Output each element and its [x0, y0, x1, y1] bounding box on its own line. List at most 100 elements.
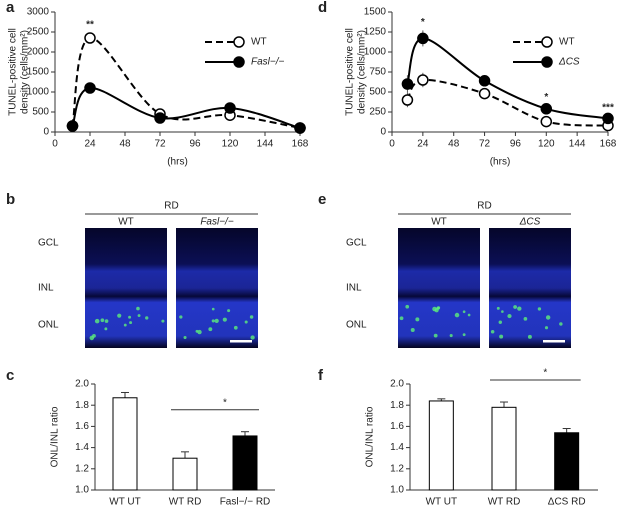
tunel-cell	[136, 306, 140, 311]
tunel-cell	[559, 322, 563, 326]
x-tick-label: 24	[84, 139, 96, 150]
series-line	[71, 37, 301, 129]
x-tick-label: WT RD	[169, 497, 202, 505]
tunel-cell	[197, 329, 202, 335]
data-point	[478, 75, 491, 87]
micrograph	[85, 228, 167, 348]
data-point	[294, 122, 306, 134]
y-axis-label: ONL/INL ratio	[365, 406, 376, 467]
tunel-cell	[94, 318, 100, 324]
y-tick-label: 3000	[27, 7, 50, 18]
tunel-cell	[214, 318, 219, 324]
significance-label: *	[223, 397, 227, 408]
tunel-cell	[137, 314, 141, 318]
tunel-cell	[537, 307, 542, 311]
x-axis-label: (hrs)	[490, 157, 511, 168]
tunel-cell	[222, 317, 227, 322]
data-point	[154, 112, 166, 124]
tunel-cell	[161, 319, 165, 323]
y-tick-label: 1.8	[390, 400, 404, 411]
y-tick-label: 1.8	[75, 400, 89, 411]
y-tick-label: 1.4	[390, 442, 404, 453]
tunel-cell	[104, 327, 108, 331]
tunel-cell	[128, 315, 132, 319]
y-tick-label: 1.6	[390, 421, 404, 432]
y-tick-label: 0	[380, 127, 386, 138]
x-tick-label: 144	[257, 139, 274, 150]
tunel-cell	[244, 320, 248, 324]
data-point	[84, 82, 96, 94]
x-tick-label: 48	[119, 139, 131, 150]
tunel-cell	[250, 335, 255, 340]
x-tick-label: 48	[448, 139, 460, 150]
tunel-cell	[227, 309, 231, 313]
panel-label: b	[6, 191, 15, 208]
y-tick-label: 750	[369, 67, 386, 78]
row-label: INL	[38, 283, 54, 294]
scale-bar	[543, 340, 565, 343]
tunel-cell	[117, 313, 122, 318]
tunel-cell	[179, 315, 183, 319]
panel-label: f	[318, 367, 324, 384]
y-axis-label: density (cells/mm²)	[20, 30, 31, 114]
y-tick-label: 1.0	[75, 485, 89, 496]
row-label: INL	[346, 283, 362, 294]
tunel-cell	[544, 326, 549, 330]
data-point	[478, 87, 491, 100]
legend-marker	[541, 36, 553, 48]
y-tick-label: 1.6	[75, 421, 89, 432]
data-point	[401, 94, 414, 106]
y-tick-label: 1.2	[75, 463, 89, 474]
column-label: WT	[118, 217, 134, 228]
x-tick-label: 96	[510, 139, 522, 150]
data-point	[66, 120, 79, 132]
data-point	[401, 78, 414, 90]
bar	[554, 432, 580, 491]
legend-label: WT	[559, 37, 575, 48]
significance-label: ***	[602, 103, 614, 114]
data-point	[540, 115, 553, 128]
group-label: RD	[164, 201, 178, 212]
bar	[172, 457, 198, 491]
tunel-cell	[523, 316, 528, 321]
x-tick-label: 72	[154, 139, 166, 150]
tunel-cell	[249, 315, 254, 319]
micrograph	[489, 228, 571, 348]
series-line	[406, 37, 609, 120]
significance-label: *	[421, 17, 425, 28]
tunel-cell	[211, 319, 215, 323]
y-tick-label: 2.0	[75, 379, 89, 390]
tunel-cell	[208, 327, 213, 332]
x-tick-label: 168	[600, 139, 617, 150]
tunel-cell	[454, 312, 460, 318]
x-tick-label: 0	[389, 139, 395, 150]
data-point	[224, 102, 236, 114]
tunel-cell	[545, 315, 551, 320]
tunel-cell	[490, 329, 495, 334]
x-tick-label: 96	[189, 139, 201, 150]
scale-bar	[230, 340, 252, 343]
significance-label: **	[86, 19, 94, 30]
tunel-cell	[501, 310, 504, 313]
x-tick-label: 120	[222, 139, 239, 150]
x-tick-label: WT UT	[109, 497, 140, 505]
group-label: RD	[477, 201, 491, 212]
legend-marker	[541, 56, 553, 68]
data-point	[602, 112, 614, 125]
tunel-cell	[433, 333, 438, 338]
tunel-cell	[415, 317, 420, 322]
tunel-cell	[527, 334, 532, 339]
legend-marker	[233, 36, 245, 48]
y-tick-label: 2.0	[390, 379, 404, 390]
x-tick-label: 144	[569, 139, 586, 150]
micrograph	[176, 228, 258, 348]
y-tick-label: 1.4	[75, 442, 89, 453]
tunel-cell	[436, 306, 440, 310]
tunel-cell	[517, 306, 522, 311]
data-point	[84, 32, 96, 44]
x-tick-label: 168	[292, 139, 309, 150]
y-axis-label: TUNEL-positive cell	[8, 28, 19, 116]
legend-label: Fasl−/−	[251, 57, 285, 68]
tunel-cell	[499, 334, 504, 339]
column-label: WT	[431, 217, 447, 228]
